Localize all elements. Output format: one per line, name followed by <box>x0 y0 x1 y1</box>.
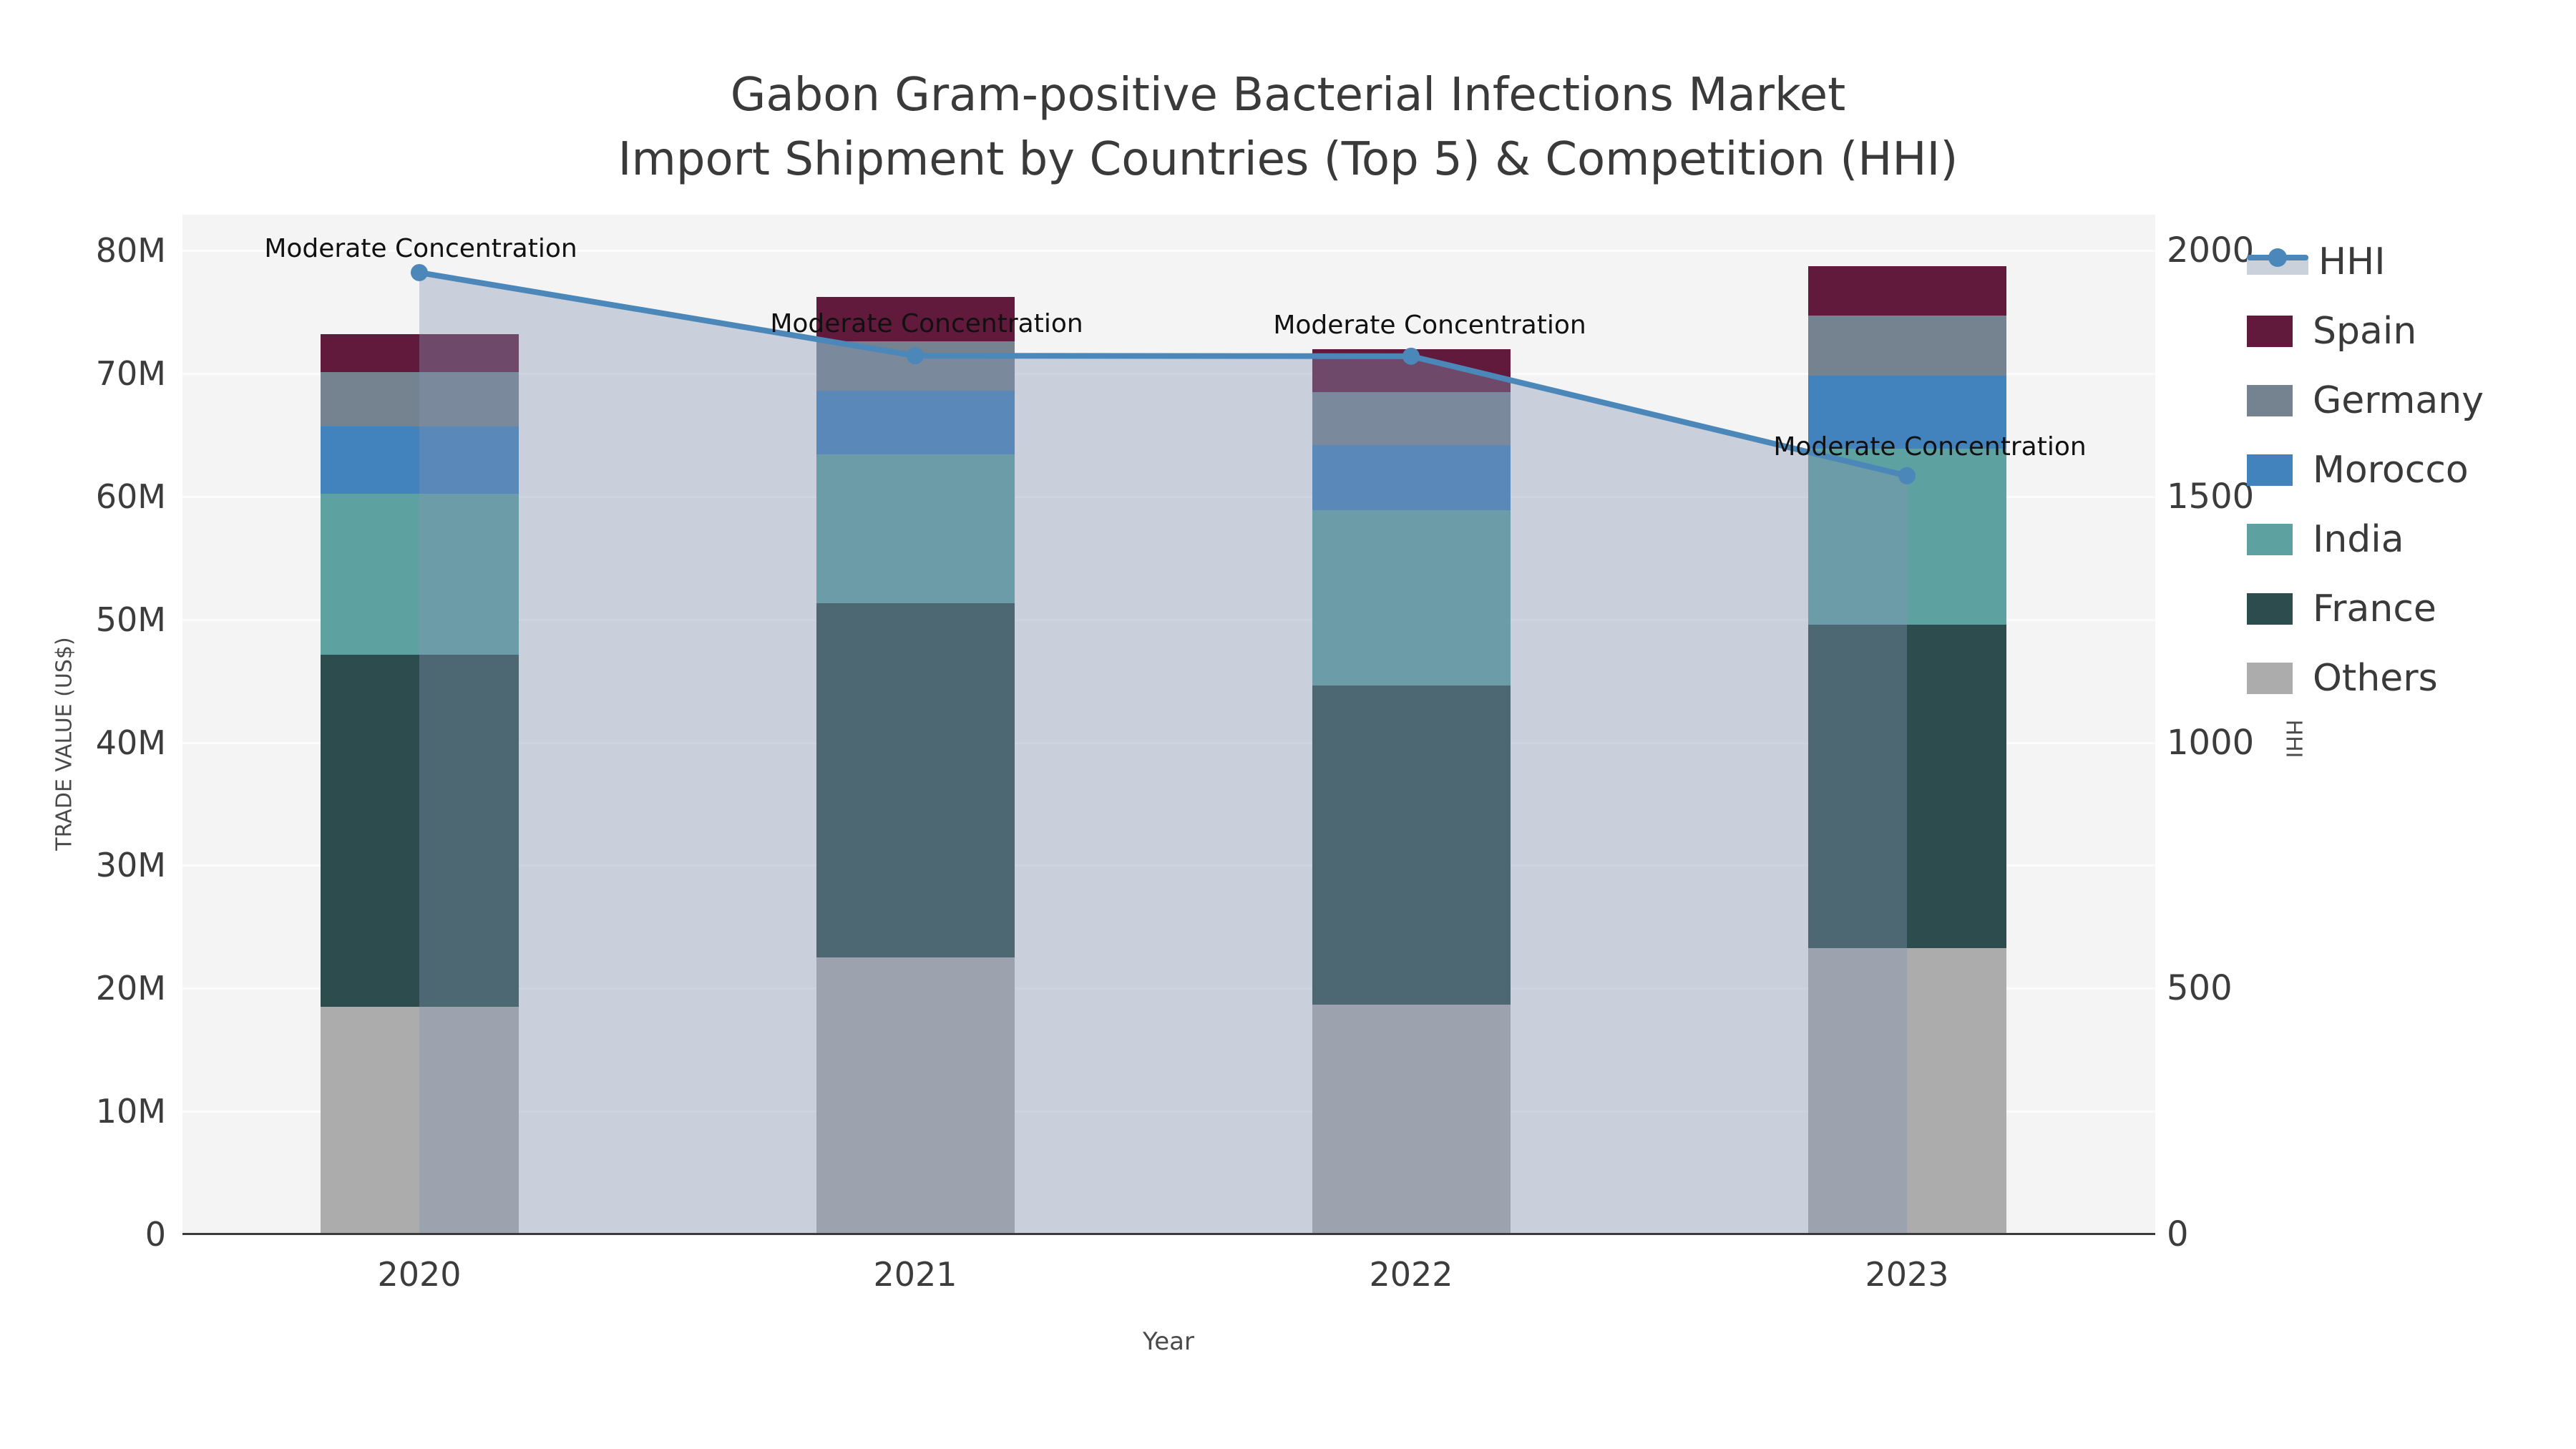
left-axis-ticks: 0 10M 20M 30M 40M 50M 60M 70M 80M <box>0 0 166 1449</box>
annotation-2022: Moderate Concentration <box>1273 310 1586 340</box>
bar-2021-morocco[interactable] <box>816 390 1015 455</box>
bar-2022-germany[interactable] <box>1312 391 1511 445</box>
gridline-20M <box>182 987 2155 990</box>
legend: HHI Spain Germany Morocco India France Others <box>2247 0 2576 1449</box>
right-tick-0: 0 <box>2167 1214 2189 1254</box>
left-tick-20M: 20M <box>95 969 166 1008</box>
left-tick-60M: 60M <box>95 477 166 516</box>
chart-title-line1: Gabon Gram-positive Bacterial Infections… <box>730 69 1846 122</box>
gridline-60M <box>182 495 2155 498</box>
legend-swatch-morocco <box>2247 454 2293 486</box>
legend-swatch-india <box>2247 523 2293 555</box>
bar-2022-spain[interactable] <box>1312 348 1511 392</box>
legend-label-spain: Spain <box>2313 309 2417 353</box>
bar-2023-others[interactable] <box>1807 947 2006 1234</box>
annotation-2023: Moderate Concentration <box>1773 431 2087 462</box>
bar-2022-india[interactable] <box>1312 509 1511 686</box>
gridline-40M <box>182 741 2155 744</box>
bar-2023-spain[interactable] <box>1807 266 2006 316</box>
bar-2020-morocco[interactable] <box>320 426 519 494</box>
chart-title-line2: Import Shipment by Countries (Top 5) & C… <box>618 133 1958 186</box>
left-tick-80M: 80M <box>95 231 166 270</box>
legend-item-germany[interactable]: Germany <box>2247 366 2484 435</box>
legend-label-hhi: HHI <box>2318 240 2386 283</box>
bar-2022-others[interactable] <box>1312 1004 1511 1234</box>
right-tick-1500: 1500 <box>2167 476 2255 517</box>
right-tick-1000: 1000 <box>2167 722 2255 763</box>
left-tick-40M: 40M <box>95 723 166 762</box>
bar-2023-france[interactable] <box>1807 624 2006 948</box>
legend-item-spain[interactable]: Spain <box>2247 296 2416 366</box>
bar-2022-morocco[interactable] <box>1312 444 1511 510</box>
legend-item-france[interactable]: France <box>2247 574 2436 643</box>
bar-2021-france[interactable] <box>816 603 1015 958</box>
legend-item-morocco[interactable]: Morocco <box>2247 435 2469 504</box>
left-tick-70M: 70M <box>95 353 166 393</box>
legend-label-others: Others <box>2313 656 2438 700</box>
legend-label-france: France <box>2313 587 2436 630</box>
legend-swatch-germany <box>2247 384 2293 416</box>
bar-2020-spain[interactable] <box>320 333 519 373</box>
legend-item-india[interactable]: India <box>2247 504 2404 574</box>
legend-swatch-spain <box>2247 315 2293 347</box>
bar-2020-france[interactable] <box>320 655 519 1008</box>
bar-2020-germany[interactable] <box>320 372 519 426</box>
annotation-2020: Moderate Concentration <box>264 233 577 263</box>
bar-2023-germany[interactable] <box>1807 316 2006 376</box>
bar-2021-germany[interactable] <box>816 341 1015 391</box>
gridline-30M <box>182 864 2155 867</box>
left-tick-10M: 10M <box>95 1092 166 1131</box>
legend-swatch-france <box>2247 592 2293 625</box>
legend-label-india: India <box>2313 517 2404 561</box>
right-axis-ticks: 0 500 1000 1500 2000 <box>2167 0 2353 1449</box>
hhi-marker-icon <box>2268 248 2287 267</box>
chart-title: Gabon Gram-positive Bacterial Infections… <box>0 63 2576 192</box>
legend-label-germany: Germany <box>2313 379 2484 422</box>
left-tick-50M: 50M <box>95 600 166 639</box>
x-axis-title: Year <box>1143 1327 1194 1356</box>
right-tick-500: 500 <box>2167 968 2233 1009</box>
x-tick-2021: 2021 <box>873 1255 957 1294</box>
legend-swatch-others <box>2247 662 2293 694</box>
gridline-10M <box>182 1111 2155 1113</box>
right-tick-2000: 2000 <box>2167 230 2255 270</box>
bar-2022-france[interactable] <box>1312 686 1511 1005</box>
legend-item-others[interactable]: Others <box>2247 643 2438 713</box>
left-tick-0: 0 <box>145 1215 166 1254</box>
legend-label-morocco: Morocco <box>2313 448 2469 492</box>
legend-item-hhi[interactable]: HHI <box>2247 227 2386 296</box>
bar-2020-india[interactable] <box>320 494 519 655</box>
gridline-80M <box>182 250 2155 252</box>
annotation-2021: Moderate Concentration <box>770 309 1083 339</box>
bar-2021-india[interactable] <box>816 454 1015 604</box>
x-axis-line <box>182 1233 2155 1235</box>
bar-2021-others[interactable] <box>816 957 1015 1234</box>
x-tick-2023: 2023 <box>1865 1255 1949 1294</box>
gridline-50M <box>182 618 2155 621</box>
left-tick-30M: 30M <box>95 846 166 885</box>
x-tick-2020: 2020 <box>377 1255 462 1294</box>
bar-2020-others[interactable] <box>320 1007 519 1234</box>
bar-2023-india[interactable] <box>1807 448 2006 625</box>
x-tick-2022: 2022 <box>1369 1255 1453 1294</box>
legend-swatch-hhi <box>2247 248 2308 276</box>
